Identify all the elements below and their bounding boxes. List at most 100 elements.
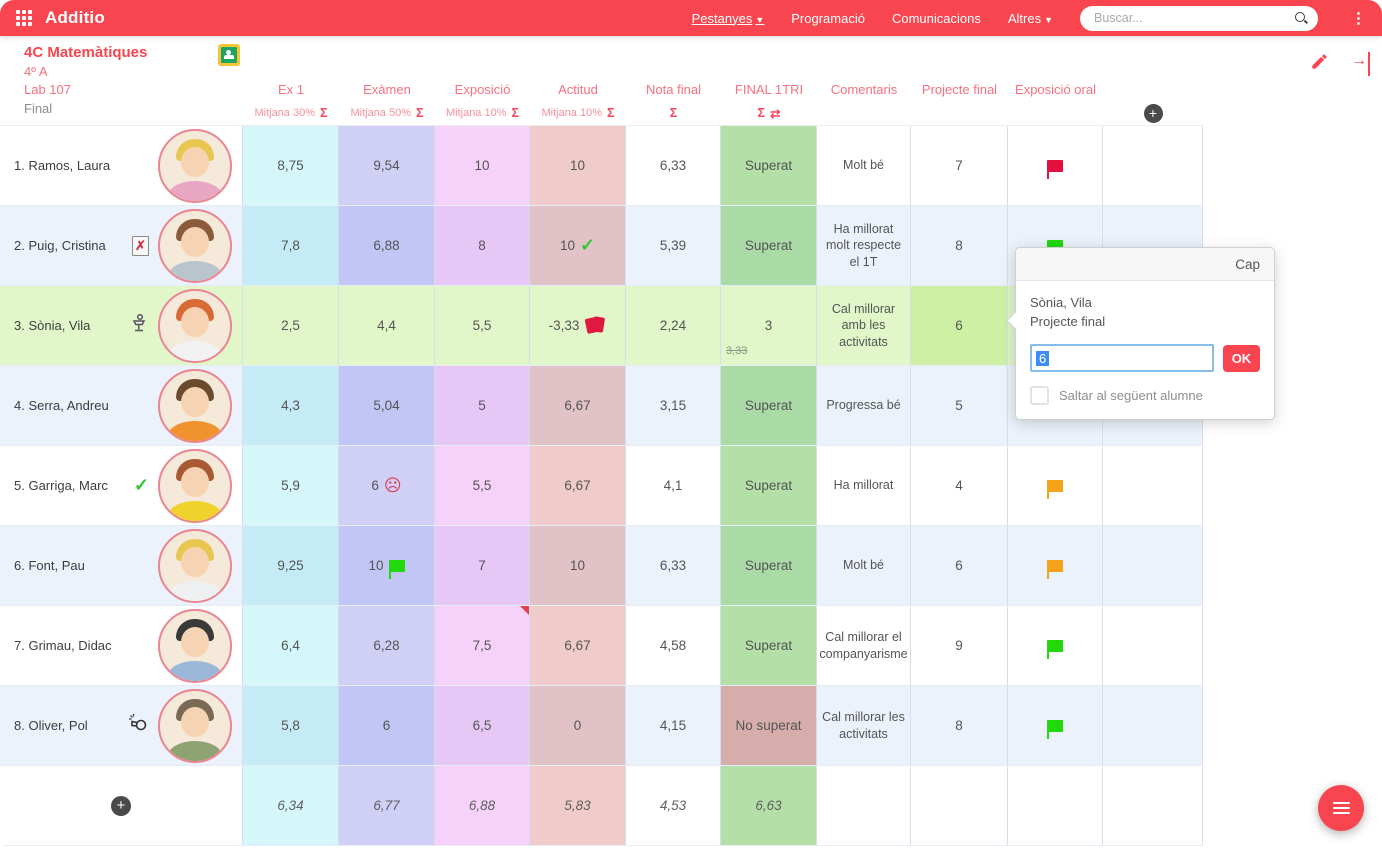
comment-cell[interactable]: Progressa bé bbox=[817, 366, 911, 445]
skip-next-checkbox[interactable] bbox=[1030, 386, 1049, 405]
grade-cell-final-1tri[interactable]: Superat bbox=[721, 526, 817, 605]
column-header-add[interactable]: + bbox=[1103, 82, 1203, 123]
avatar[interactable] bbox=[158, 368, 232, 443]
column-header-nota-final[interactable]: Nota final Σ bbox=[626, 82, 721, 121]
column-header-ex-1[interactable]: Ex 1 Mitjana 30% Σ bbox=[243, 82, 339, 121]
add-student-button[interactable]: + bbox=[111, 795, 131, 816]
grade-cell-exposicio-oral[interactable] bbox=[1008, 446, 1103, 525]
grade-cell-ex1[interactable]: 5,9 bbox=[243, 446, 339, 525]
flag-green-icon[interactable] bbox=[1047, 639, 1063, 659]
comment-cell[interactable]: Molt bé bbox=[817, 526, 911, 605]
grade-cell-projecte-final[interactable]: 9 bbox=[911, 606, 1008, 685]
flag-green-icon[interactable] bbox=[388, 559, 405, 579]
empty-cell[interactable] bbox=[1103, 686, 1203, 765]
search-icon[interactable] bbox=[1294, 11, 1308, 25]
none-button[interactable]: Cap bbox=[1235, 256, 1260, 272]
avatar[interactable] bbox=[158, 208, 232, 283]
student-name-cell[interactable]: 8. Oliver, Pol bbox=[0, 686, 243, 765]
grade-cell-final-1tri[interactable]: Superat bbox=[721, 446, 817, 525]
grade-cell-nota-final[interactable]: 6,33 bbox=[626, 526, 721, 605]
grade-cell-examen[interactable]: 4,4 bbox=[339, 286, 435, 365]
grade-cell-examen[interactable]: 9,54 bbox=[339, 126, 435, 205]
grade-cell-actitud[interactable]: 6,67 bbox=[530, 446, 626, 525]
nav-pestanyes[interactable]: Pestanyes ▼ bbox=[691, 10, 765, 26]
grade-cell-final-1tri[interactable]: Superat bbox=[721, 206, 817, 285]
student-name-cell[interactable]: 5. Garriga, Marc ✓ bbox=[0, 446, 243, 525]
empty-cell[interactable] bbox=[1103, 446, 1203, 525]
student-name-cell[interactable]: 2. Puig, Cristina ✗ bbox=[0, 206, 243, 285]
grade-cell-actitud[interactable]: 10 bbox=[530, 126, 626, 205]
grade-cell-actitud[interactable]: -3,33 bbox=[530, 286, 626, 365]
avatar[interactable] bbox=[158, 608, 232, 683]
student-name-cell[interactable]: 4. Serra, Andreu bbox=[0, 366, 243, 445]
nav-comunicacions[interactable]: Comunicacions bbox=[891, 10, 981, 26]
nav-altres[interactable]: Altres ▼ bbox=[1007, 10, 1053, 26]
grade-cell-ex1[interactable]: 6,4 bbox=[243, 606, 339, 685]
student-name-cell[interactable]: 6. Font, Pau bbox=[0, 526, 243, 605]
comment-cell[interactable]: Ha millorat molt respecte el 1T bbox=[817, 206, 911, 285]
kebab-menu-icon[interactable]: ⋮ bbox=[1351, 9, 1366, 27]
grade-cell-ex1[interactable]: 5,8 bbox=[243, 686, 339, 765]
grade-cell-exposicio-oral[interactable] bbox=[1008, 526, 1103, 605]
edit-pencil-icon[interactable] bbox=[1310, 52, 1329, 76]
collapse-right-icon[interactable]: → bbox=[1351, 52, 1370, 76]
grade-cell-final-1tri[interactable]: Superat bbox=[721, 606, 817, 685]
add-column-button[interactable]: + bbox=[1143, 103, 1163, 123]
grade-cell-exposicio[interactable]: 7,5 bbox=[435, 606, 530, 685]
grade-cell-exposicio[interactable]: 8 bbox=[435, 206, 530, 285]
grade-cell-exposicio[interactable]: 5 bbox=[435, 366, 530, 445]
grade-cell-examen[interactable]: 6 bbox=[339, 686, 435, 765]
grade-cell-actitud[interactable]: 10 ✓ bbox=[530, 206, 626, 285]
grade-cell-nota-final[interactable]: 3,15 bbox=[626, 366, 721, 445]
avatar[interactable] bbox=[158, 688, 232, 763]
grade-cell-final-1tri[interactable]: Superat bbox=[721, 366, 817, 445]
grade-cell-examen[interactable]: 10 bbox=[339, 526, 435, 605]
grade-cell-actitud[interactable]: 10 bbox=[530, 526, 626, 605]
search-input[interactable] bbox=[1092, 10, 1294, 26]
comment-cell[interactable]: Cal millorar amb les activitats bbox=[817, 286, 911, 365]
grade-cell-examen[interactable]: 5,04 bbox=[339, 366, 435, 445]
grade-cell-exposicio-oral[interactable] bbox=[1008, 126, 1103, 205]
grade-cell-nota-final[interactable]: 4,58 bbox=[626, 606, 721, 685]
grade-cell-actitud[interactable]: 0 bbox=[530, 686, 626, 765]
grade-cell-projecte-final[interactable]: 4 bbox=[911, 446, 1008, 525]
column-header-exposició-oral[interactable]: Exposició oral bbox=[1008, 82, 1103, 121]
grade-cell-nota-final[interactable]: 6,33 bbox=[626, 126, 721, 205]
grade-cell-actitud[interactable]: 6,67 bbox=[530, 366, 626, 445]
flag-orange-icon[interactable] bbox=[1047, 559, 1063, 579]
comment-cell[interactable]: Cal millorar les activitats bbox=[817, 686, 911, 765]
comment-cell[interactable]: Cal millorar el companyarisme bbox=[817, 606, 911, 685]
comment-cell[interactable]: Molt bé bbox=[817, 126, 911, 205]
grade-cell-final-1tri[interactable]: No superat bbox=[721, 686, 817, 765]
grade-cell-nota-final[interactable]: 4,1 bbox=[626, 446, 721, 525]
column-header-projecte-final[interactable]: Projecte final bbox=[911, 82, 1008, 121]
grade-cell-ex1[interactable]: 7,8 bbox=[243, 206, 339, 285]
grade-cell-projecte-final[interactable]: 7 bbox=[911, 126, 1008, 205]
avatar[interactable] bbox=[158, 288, 232, 363]
grade-cell-exposicio[interactable]: 6,5 bbox=[435, 686, 530, 765]
grade-cell-ex1[interactable]: 8,75 bbox=[243, 126, 339, 205]
grade-cell-examen[interactable]: 6,28 bbox=[339, 606, 435, 685]
grade-cell-projecte-final[interactable]: 5 bbox=[911, 366, 1008, 445]
grade-cell-nota-final[interactable]: 4,15 bbox=[626, 686, 721, 765]
empty-cell[interactable] bbox=[1103, 126, 1203, 205]
comment-cell[interactable]: Ha millorat bbox=[817, 446, 911, 525]
student-name-cell[interactable]: 1. Ramos, Laura bbox=[0, 126, 243, 205]
grade-cell-nota-final[interactable]: 5,39 bbox=[626, 206, 721, 285]
column-header-actitud[interactable]: Actitud Mitjana 10% Σ bbox=[530, 82, 626, 121]
grade-cell-projecte-final[interactable]: 8 bbox=[911, 206, 1008, 285]
grade-cell-exposicio[interactable]: 7 bbox=[435, 526, 530, 605]
column-header-exàmen[interactable]: Exàmen Mitjana 50% Σ bbox=[339, 82, 435, 121]
grade-cell-final-1tri[interactable]: Superat bbox=[721, 126, 817, 205]
grade-cell-projecte-final[interactable]: 6 bbox=[911, 526, 1008, 605]
google-classroom-icon[interactable] bbox=[218, 44, 240, 66]
search-box[interactable] bbox=[1080, 5, 1318, 31]
empty-cell[interactable] bbox=[1103, 206, 1203, 285]
grade-cell-exposicio-oral[interactable] bbox=[1008, 686, 1103, 765]
grade-cell-nota-final[interactable]: 2,24 bbox=[626, 286, 721, 365]
grade-cell-exposicio[interactable]: 5,5 bbox=[435, 286, 530, 365]
grade-cell-actitud[interactable]: 6,67 bbox=[530, 606, 626, 685]
grade-cell-ex1[interactable]: 2,5 bbox=[243, 286, 339, 365]
empty-cell[interactable] bbox=[1103, 526, 1203, 605]
grade-cell-ex1[interactable]: 4,3 bbox=[243, 366, 339, 445]
